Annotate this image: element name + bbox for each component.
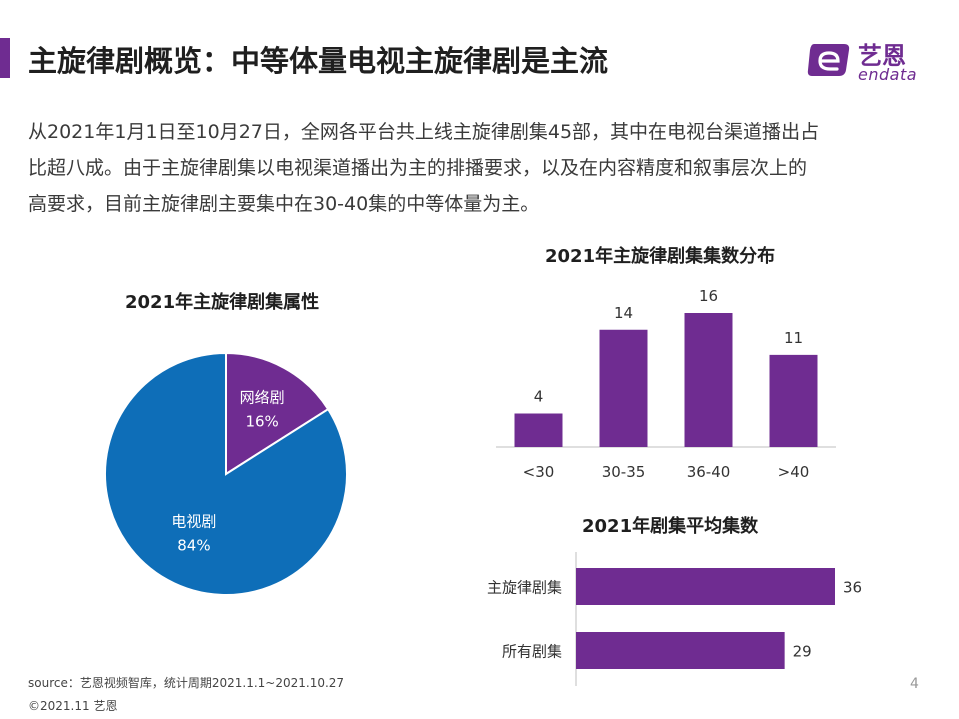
bar <box>514 413 563 447</box>
bar-category-label: <30 <box>523 463 555 481</box>
bar-value-label: 14 <box>614 304 633 322</box>
title-accent-bar <box>0 38 10 78</box>
hbar-chart-title: 2021年剧集平均集数 <box>582 516 759 537</box>
hbar-category-label: 所有剧集 <box>502 643 562 661</box>
intro-paragraph: 从2021年1月1日至10月27日，全网各平台共上线主旋律剧集45部，其中在电视… <box>28 114 928 222</box>
pie-slice <box>104 351 348 596</box>
intro-line: 从2021年1月1日至10月27日，全网各平台共上线主旋律剧集45部，其中在电视… <box>28 121 820 143</box>
page-title: 主旋律剧概览：中等体量电视主旋律剧是主流 <box>28 44 609 78</box>
bar-category-label: 36-40 <box>687 463 731 481</box>
bar <box>769 354 818 447</box>
pie-slice-value: 16% <box>245 412 278 430</box>
hbar-value-label: 36 <box>843 579 862 597</box>
bar <box>599 329 648 447</box>
logo-cn-text: 艺恩 <box>858 42 906 70</box>
endata-logo-icon <box>807 44 850 76</box>
intro-line: 比超八成。由于主旋律剧集以电视渠道播出为主的排播要求，以及在内容精度和叙事层次上… <box>28 157 808 179</box>
bar-value-label: 16 <box>699 287 718 305</box>
hbar-category-label: 主旋律剧集 <box>487 579 562 597</box>
pie-slice-value: 84% <box>177 536 210 554</box>
pie-chart-title: 2021年主旋律剧集属性 <box>125 292 320 313</box>
bar-category-label: >40 <box>778 463 810 481</box>
bar-value-label: 4 <box>534 388 544 406</box>
page-number: 4 <box>910 676 919 692</box>
endata-logo: 艺恩 endata <box>806 36 926 86</box>
copyright-note: ©2021.11 艺恩 <box>28 699 118 713</box>
bar <box>684 313 733 447</box>
bar-category-label: 30-35 <box>602 463 646 481</box>
intro-line: 高要求，目前主旋律剧主要集中在30-40集的中等体量为主。 <box>28 193 540 215</box>
pie-slice-label: 网络剧 <box>240 388 285 406</box>
pie-slice <box>225 351 330 476</box>
pie-slice-label: 电视剧 <box>171 512 216 530</box>
logo-en-text: endata <box>858 65 918 84</box>
hbar <box>576 568 835 605</box>
source-note: source：艺恩视频智库，统计周期2021.1.1~2021.10.27 <box>28 676 345 690</box>
hbar <box>576 632 785 669</box>
hbar-value-label: 29 <box>793 643 812 661</box>
bar-value-label: 11 <box>784 329 803 347</box>
bar-chart-title: 2021年主旋律剧集集数分布 <box>545 246 776 267</box>
